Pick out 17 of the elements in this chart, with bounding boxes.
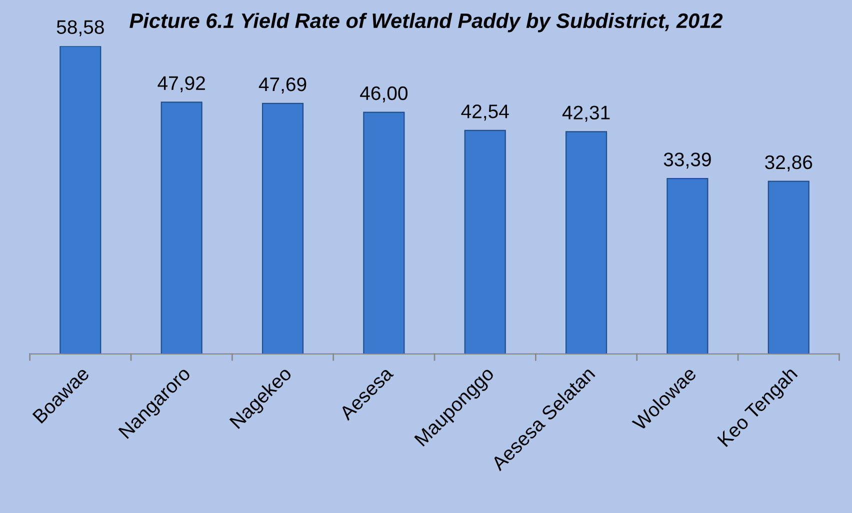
bar: [464, 130, 506, 354]
bar: [60, 46, 102, 354]
chart-title: Picture 6.1 Yield Rate of Wetland Paddy by Subdistrict, 2012: [130, 12, 723, 32]
bar: [666, 178, 708, 354]
bar: [565, 131, 608, 354]
data-label: 42,54: [461, 104, 509, 121]
bar: [363, 112, 405, 354]
data-label: 32,86: [765, 155, 812, 172]
data-label: 47,92: [158, 76, 205, 92]
data-label: 58,58: [56, 20, 104, 36]
bar: [768, 180, 810, 354]
data-label: 42,31: [562, 106, 610, 122]
bar: [262, 102, 304, 354]
bar: [160, 102, 202, 354]
data-label: 46,00: [360, 86, 408, 102]
data-label: 33,39: [664, 152, 711, 169]
data-label: 47,69: [258, 77, 306, 94]
